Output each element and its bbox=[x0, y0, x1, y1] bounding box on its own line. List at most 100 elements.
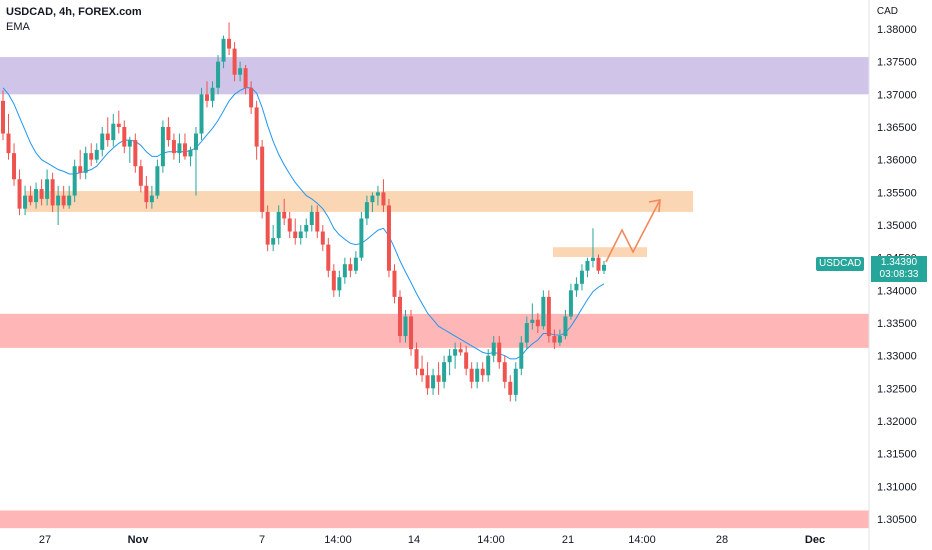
candle bbox=[177, 133, 182, 163]
candle bbox=[111, 113, 116, 147]
candle-body bbox=[331, 270, 336, 291]
price-tick-label: 1.35500 bbox=[877, 187, 917, 199]
time-tick-label: 14 bbox=[408, 534, 420, 546]
candle-body bbox=[568, 290, 573, 317]
candle bbox=[133, 133, 138, 173]
candle-body bbox=[45, 179, 50, 199]
candle bbox=[122, 120, 127, 154]
candle bbox=[315, 205, 320, 239]
candle-body bbox=[508, 381, 513, 395]
candle bbox=[298, 225, 303, 245]
candle bbox=[45, 169, 50, 206]
candle-body bbox=[491, 342, 496, 356]
candle bbox=[23, 185, 28, 216]
candle-body bbox=[596, 257, 601, 271]
candle bbox=[557, 329, 562, 346]
candle bbox=[513, 362, 518, 402]
candle-body bbox=[425, 375, 430, 389]
candle-body bbox=[72, 166, 77, 196]
candle bbox=[392, 264, 397, 304]
candle bbox=[409, 309, 414, 356]
candle bbox=[535, 313, 540, 333]
candle-body bbox=[442, 362, 447, 382]
candle-body bbox=[370, 195, 375, 203]
ema-line bbox=[2, 87, 605, 360]
candle bbox=[381, 179, 386, 212]
candle-body bbox=[160, 127, 165, 167]
candle bbox=[6, 113, 11, 160]
candle-body bbox=[436, 375, 441, 382]
candle bbox=[502, 355, 507, 389]
candle-body bbox=[111, 123, 116, 141]
price-tick-label: 1.38000 bbox=[877, 24, 917, 36]
candle bbox=[425, 362, 430, 395]
candle bbox=[568, 283, 573, 320]
candle bbox=[249, 81, 254, 114]
candle bbox=[155, 159, 160, 199]
candle bbox=[94, 143, 99, 163]
candle bbox=[138, 159, 143, 193]
candle bbox=[320, 225, 325, 252]
candle-body bbox=[276, 211, 281, 239]
candle-body bbox=[133, 140, 138, 167]
candle-body bbox=[519, 342, 524, 369]
candle-body bbox=[28, 195, 33, 203]
candle-body bbox=[420, 368, 425, 376]
candle-body bbox=[138, 166, 143, 186]
candle-body bbox=[585, 260, 590, 271]
candle bbox=[337, 270, 342, 297]
candle bbox=[287, 211, 292, 239]
candle-body bbox=[17, 179, 22, 209]
candle-body bbox=[177, 143, 182, 154]
candle-body bbox=[50, 179, 55, 206]
candle-body bbox=[94, 149, 99, 160]
candle-body bbox=[122, 127, 127, 147]
candle-body bbox=[557, 336, 562, 343]
candle bbox=[105, 117, 110, 147]
candle bbox=[144, 176, 149, 209]
candle bbox=[116, 110, 121, 134]
candle-body bbox=[359, 218, 364, 258]
candle bbox=[28, 185, 33, 206]
candle bbox=[100, 127, 105, 157]
candle-body bbox=[249, 87, 254, 108]
candles-layer bbox=[1, 22, 606, 402]
price-tick-label: 1.30500 bbox=[877, 514, 917, 526]
candle-body bbox=[39, 189, 44, 199]
candle bbox=[210, 81, 215, 108]
candle bbox=[160, 120, 165, 173]
candle bbox=[469, 362, 474, 389]
candle-body bbox=[502, 362, 507, 382]
time-tick-label: Dec bbox=[805, 534, 825, 546]
candle bbox=[480, 362, 485, 382]
candle-body bbox=[298, 231, 303, 239]
candle bbox=[254, 100, 259, 160]
candle-body bbox=[464, 352, 469, 369]
candle bbox=[590, 228, 595, 268]
candle bbox=[199, 87, 204, 141]
candle-body bbox=[546, 296, 551, 337]
candle bbox=[127, 136, 132, 163]
candle-body bbox=[199, 94, 204, 134]
candle-body bbox=[392, 270, 397, 297]
candle bbox=[414, 342, 419, 376]
candle bbox=[342, 257, 347, 284]
candle-body bbox=[530, 319, 535, 323]
candle bbox=[331, 264, 336, 297]
candle bbox=[464, 345, 469, 376]
time-tick-label: 14:00 bbox=[477, 534, 505, 546]
time-tick-label: 28 bbox=[716, 534, 728, 546]
candle-body bbox=[475, 368, 480, 382]
candle-body bbox=[56, 195, 61, 206]
candle bbox=[397, 290, 402, 343]
candle-body bbox=[188, 149, 193, 157]
candle-body bbox=[386, 205, 391, 271]
candle-body bbox=[326, 244, 331, 271]
time-tick-label: 7 bbox=[259, 534, 265, 546]
candle-body bbox=[524, 323, 529, 343]
candle-body bbox=[216, 61, 221, 88]
price-tick-label: 1.35000 bbox=[877, 220, 917, 232]
candle bbox=[78, 149, 83, 180]
candle bbox=[585, 257, 590, 278]
